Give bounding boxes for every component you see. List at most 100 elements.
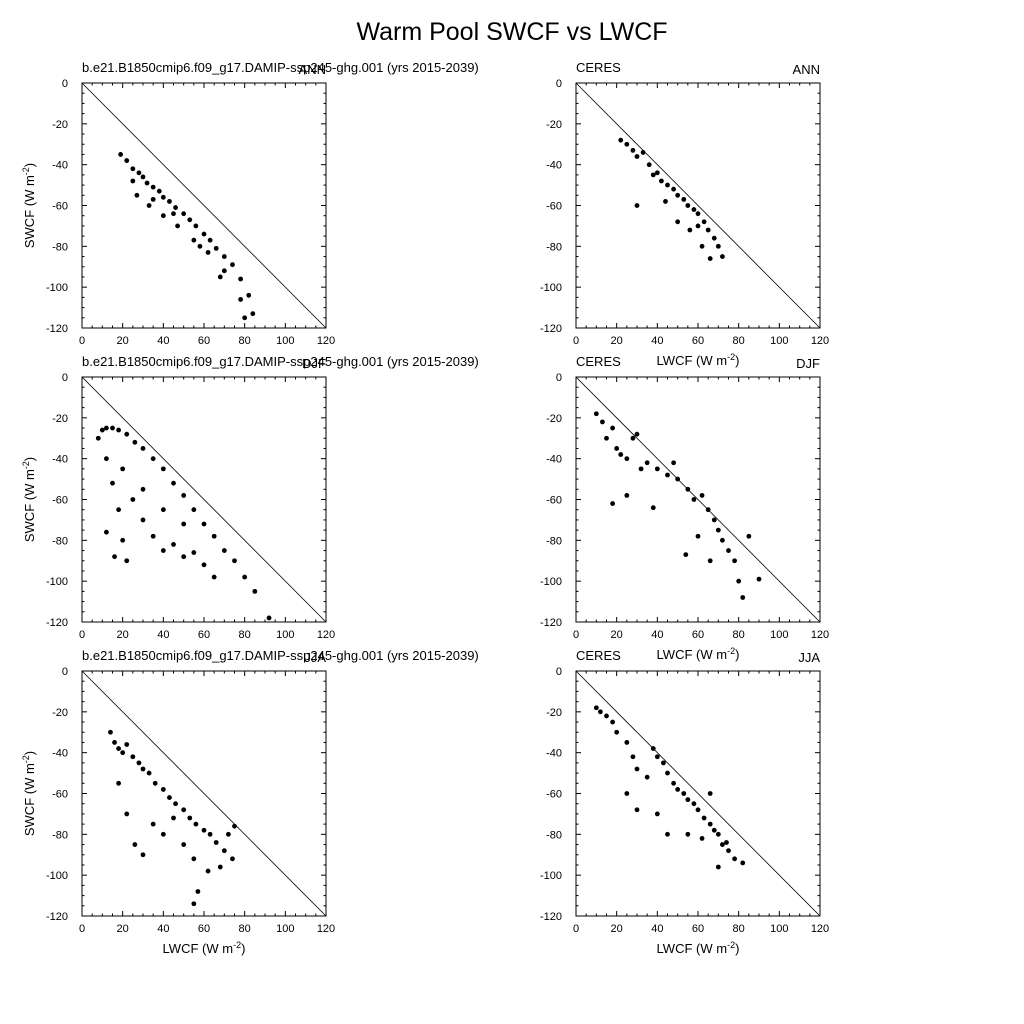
x-tick-label: 100 [276,629,294,641]
y-tick-label: -40 [546,160,562,172]
data-point [124,811,130,817]
data-point [644,774,650,780]
data-point [614,729,620,735]
x-axis-label: LWCF (W m-2) [657,352,740,368]
x-tick-label: 0 [79,335,85,347]
data-point [707,821,713,827]
data-point [604,435,609,441]
left-title: CERES [576,648,621,663]
data-point [252,588,258,594]
data-point [181,807,187,813]
y-tick-label: -100 [540,870,562,882]
data-point [217,864,223,870]
x-tick-label: 20 [117,629,129,641]
x-tick-label: 120 [811,629,829,641]
data-point [132,439,138,445]
data-point [720,537,725,543]
data-point [134,192,140,198]
y-tick-label: -120 [540,911,562,923]
data-point [118,152,124,157]
reference-line [575,670,821,917]
data-point [740,595,746,600]
data-point [207,237,213,243]
y-tick-label: 0 [62,78,68,90]
y-tick-label: -40 [52,454,68,466]
data-point [104,529,109,535]
data-point [634,807,640,813]
data-point [715,864,721,870]
data-point [150,533,156,539]
y-tick-label: -100 [46,870,68,882]
data-point [136,170,142,176]
data-point [685,797,691,803]
data-point [191,856,197,862]
data-point [160,466,166,472]
data-point [610,425,615,431]
data-point [146,203,152,208]
data-point [630,147,636,153]
data-point [191,237,197,243]
data-point [650,505,656,511]
y-tick-label: -100 [540,282,562,294]
data-point [213,245,219,251]
y-tick-label: -80 [546,829,562,841]
data-point [610,501,615,506]
data-point [654,170,660,176]
data-point [675,219,681,225]
x-tick-label: 80 [239,335,251,347]
x-tick-label: 80 [239,629,251,641]
data-point [654,754,660,760]
data-point [195,889,201,894]
data-point [644,460,650,466]
left-title: CERES [576,60,621,75]
panels: 0 20 40 60 80 100 120 0 -20 -40 -60 -80 -100 -120 b.e2… [21,60,829,956]
y-tick-label: -60 [546,201,562,213]
figure-title: Warm Pool SWCF vs LWCF [356,18,667,46]
x-tick-label: 0 [79,629,85,641]
data-point [640,150,646,155]
y-tick-label: -120 [46,911,68,923]
y-tick-label: -20 [546,413,562,425]
y-axis-label: SWCF (W m-2) [21,751,37,836]
data-point [173,205,178,210]
x-tick-label: 60 [198,923,210,935]
x-tick-label: 60 [198,335,210,347]
data-point [140,486,146,492]
data-point [732,856,737,862]
data-point [266,615,272,621]
data-point [671,460,676,466]
y-tick-label: -20 [52,413,68,425]
y-tick-label: 0 [62,666,68,678]
data-point [604,713,609,719]
data-point [156,188,162,194]
y-tick-label: -100 [540,576,562,588]
data-point [650,746,656,751]
x-tick-label: 40 [651,335,663,347]
data-point [675,787,681,792]
x-tick-label: 0 [573,335,579,347]
y-tick-label: -40 [52,160,68,172]
data-point [99,427,105,433]
data-point [665,770,670,776]
x-tick-label: 40 [157,335,169,347]
data-point [150,184,156,190]
data-point [146,770,152,776]
data-point [720,254,725,259]
data-point [598,709,603,715]
data-point [112,554,117,560]
x-tick-label: 100 [770,923,788,935]
y-tick-label: -120 [46,617,68,629]
data-point [746,533,752,539]
x-tick-label: 60 [692,923,704,935]
data-point [130,754,136,760]
data-point [213,840,219,845]
data-point [685,203,691,208]
data-point [160,213,166,219]
data-point [104,425,109,431]
data-point [211,533,217,539]
y-tick-label: -20 [546,707,562,719]
data-point [171,542,176,547]
data-point [150,821,156,827]
x-tick-label: 40 [651,629,663,641]
